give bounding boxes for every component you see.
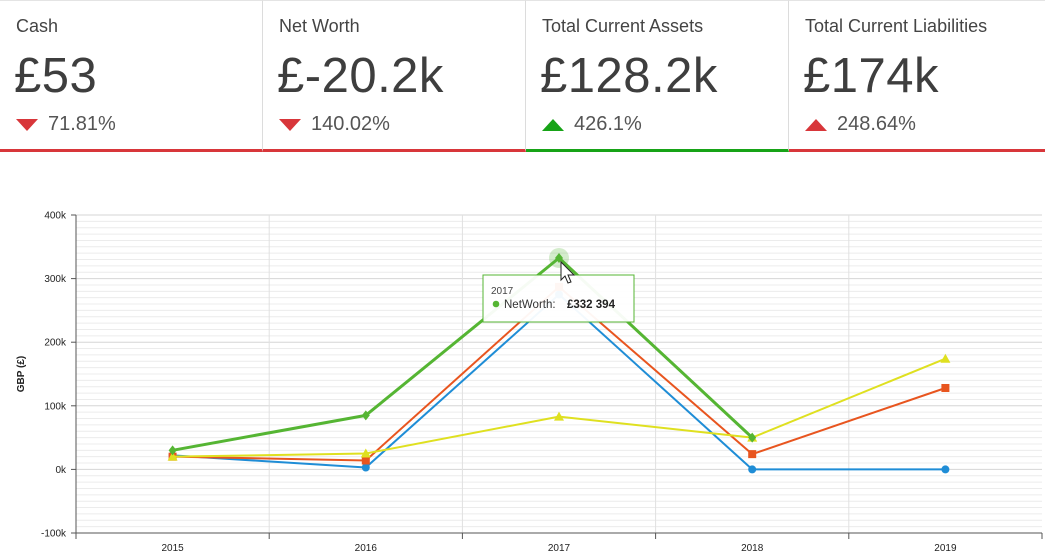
chart-grid bbox=[76, 214, 1042, 534]
kpi-change-value: 426.1% bbox=[574, 113, 642, 135]
data-point bbox=[168, 445, 177, 456]
kpi-card-cash[interactable]: Cash £53 71.81% bbox=[0, 0, 263, 152]
data-point bbox=[748, 465, 757, 474]
kpi-row: Cash £53 71.81% Net Worth £-20.2k 140.02… bbox=[0, 0, 1045, 155]
tooltip-series-dot bbox=[492, 300, 500, 308]
tooltip-series-label: NetWorth: bbox=[504, 299, 556, 311]
data-point bbox=[361, 410, 370, 421]
data-point bbox=[748, 450, 757, 459]
triangle-up-icon bbox=[542, 118, 564, 131]
x-tick-label: 2017 bbox=[548, 543, 571, 554]
kpi-change: 71.81% bbox=[16, 113, 116, 136]
y-tick-label: 100k bbox=[44, 401, 67, 412]
data-point bbox=[748, 432, 757, 443]
data-point bbox=[554, 411, 564, 421]
series-line bbox=[172, 357, 946, 458]
data-point bbox=[167, 451, 178, 461]
tooltip-title: 2017 bbox=[491, 286, 514, 297]
tooltip-box bbox=[482, 274, 635, 323]
series-line bbox=[172, 256, 754, 452]
chart-tooltip: 2017 NetWorth: £332 394 bbox=[482, 274, 635, 323]
kpi-label: Total Current Assets bbox=[542, 16, 704, 36]
series-networth bbox=[168, 252, 757, 456]
data-point bbox=[360, 448, 371, 458]
y-axis-label: GBP (£) bbox=[16, 356, 27, 393]
kpi-value: £53 bbox=[14, 49, 98, 103]
data-point bbox=[361, 463, 370, 472]
kpi-change: 426.1% bbox=[542, 113, 642, 136]
kpi-value: £128.2k bbox=[540, 49, 718, 103]
data-point bbox=[941, 465, 950, 474]
kpi-card-total-current-liabilities[interactable]: Total Current Liabilities £174k 248.64% bbox=[789, 0, 1045, 152]
triangle-up-icon bbox=[805, 118, 827, 131]
data-point bbox=[555, 252, 563, 263]
kpi-change-value: 248.64% bbox=[837, 113, 916, 135]
chart-axes bbox=[71, 214, 1043, 539]
hover-halo bbox=[549, 247, 569, 268]
kpi-change-value: 140.02% bbox=[311, 113, 390, 135]
kpi-card-total-current-assets[interactable]: Total Current Assets £128.2k 426.1% bbox=[526, 0, 789, 152]
kpi-label: Total Current Liabilities bbox=[805, 16, 988, 36]
chart-tick-labels: -100k 0k 100k 200k 300k 400k 2015 2016 2017 2018 2… bbox=[41, 211, 957, 555]
y-tick-label: 300k bbox=[44, 274, 67, 285]
y-tick-label: 400k bbox=[44, 211, 67, 222]
kpi-value: £174k bbox=[803, 49, 940, 103]
kpi-value: £-20.2k bbox=[277, 49, 444, 103]
y-tick-label: 0k bbox=[55, 465, 67, 476]
data-point bbox=[940, 353, 951, 363]
kpi-change: 248.64% bbox=[805, 113, 916, 136]
data-point bbox=[361, 456, 370, 465]
kpi-change-value: 71.81% bbox=[48, 113, 116, 135]
kpi-label: Net Worth bbox=[279, 16, 360, 36]
triangle-down-icon bbox=[16, 118, 38, 131]
kpi-label: Cash bbox=[16, 16, 59, 36]
series-current-liabilities bbox=[167, 353, 951, 461]
mouse-cursor-icon bbox=[560, 260, 576, 284]
triangle-down-icon bbox=[279, 118, 301, 131]
kpi-change: 140.02% bbox=[279, 113, 390, 136]
kpi-card-net-worth[interactable]: Net Worth £-20.2k 140.02% bbox=[263, 0, 526, 152]
x-tick-label: 2018 bbox=[741, 543, 764, 554]
line-chart: -100k 0k 100k 200k 300k 400k 2015 2016 2017 2018 2… bbox=[16, 211, 1043, 555]
y-tick-label: -100k bbox=[41, 529, 67, 540]
x-tick-label: 2016 bbox=[355, 543, 378, 554]
x-tick-label: 2015 bbox=[161, 543, 184, 554]
x-tick-label: 2019 bbox=[934, 543, 957, 554]
data-point bbox=[941, 383, 950, 392]
y-tick-label: 200k bbox=[44, 338, 67, 349]
tooltip-series-value: £332 394 bbox=[567, 299, 616, 311]
